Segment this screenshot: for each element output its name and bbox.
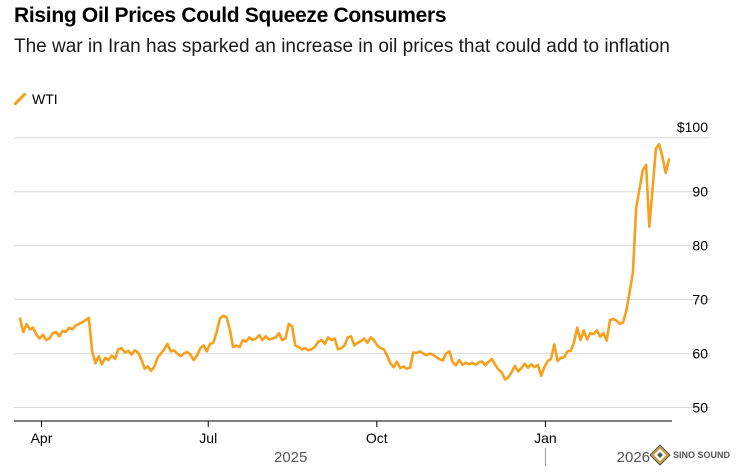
- watermark: SINO SOUND: [649, 444, 730, 466]
- x-tick-label: Jul: [199, 430, 217, 446]
- y-tick-label: $100: [677, 119, 708, 135]
- y-tick-label: 90: [692, 184, 708, 200]
- x-tick-label: Jan: [534, 430, 557, 446]
- year-label: 2026: [617, 449, 650, 466]
- watermark-text: SINO SOUND: [672, 450, 730, 460]
- legend: WTI: [14, 91, 58, 107]
- y-tick-label: 70: [692, 292, 708, 308]
- x-tick-label: Apr: [31, 430, 53, 446]
- chart-title: Rising Oil Prices Could Squeeze Consumer…: [14, 4, 447, 27]
- chart-subtitle: The war in Iran has sparked an increase …: [14, 36, 670, 57]
- y-tick-label: 50: [692, 400, 708, 416]
- year-label: 2025: [274, 449, 307, 466]
- legend-line-icon: [14, 93, 26, 105]
- y-tick-label: 80: [692, 238, 708, 254]
- sino-sound-logo-icon: [649, 444, 671, 466]
- series-line-wti: [18, 143, 671, 381]
- x-tick-label: Oct: [366, 430, 388, 446]
- y-tick-label: 60: [692, 346, 708, 362]
- legend-label: WTI: [32, 91, 58, 107]
